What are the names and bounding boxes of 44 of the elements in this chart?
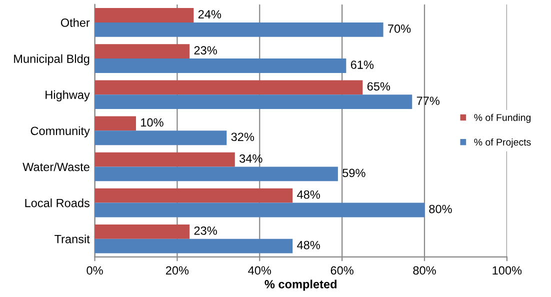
- y-tick-label: Local Roads: [25, 198, 90, 208]
- bar: [94, 22, 384, 37]
- bar: [94, 238, 293, 254]
- bar: [94, 188, 293, 203]
- data-label: 77%: [416, 96, 440, 105]
- y-tick-label: Highway: [46, 90, 90, 102]
- bar: [94, 152, 235, 167]
- data-label: 48%: [297, 190, 320, 199]
- bar: [94, 94, 412, 110]
- data-label: 23%: [194, 226, 217, 235]
- data-label: 80%: [429, 204, 452, 214]
- x-tick-label: 60%: [330, 266, 354, 275]
- bar: [94, 44, 190, 59]
- bar: [94, 224, 190, 239]
- y-tick-label: Other: [60, 18, 90, 27]
- bar: [94, 202, 424, 218]
- bar: [94, 166, 338, 182]
- legend-label: % of Funding: [474, 114, 531, 123]
- y-tick-label: Transit: [54, 234, 90, 244]
- x-tick-label: 100%: [492, 266, 522, 275]
- data-label: 61%: [350, 60, 374, 69]
- x-tick-label: 80%: [413, 266, 436, 275]
- data-label: 10%: [141, 118, 164, 127]
- bar: [94, 116, 136, 131]
- data-label: 23%: [194, 46, 217, 55]
- y-tick-label: Water/Waste: [22, 162, 90, 172]
- y-tick-label: Community: [30, 126, 90, 138]
- data-label: 70%: [388, 24, 411, 33]
- legend-label: % of Projects: [474, 138, 531, 148]
- data-label: 24%: [198, 10, 222, 18]
- bar: [94, 8, 194, 22]
- bar: [94, 80, 363, 95]
- data-label: 65%: [367, 82, 390, 91]
- x-tick-label: 0%: [86, 266, 103, 275]
- x-tick-label: 40%: [248, 266, 272, 275]
- data-label: 59%: [342, 168, 366, 178]
- bar: [94, 58, 346, 73]
- x-tick-label: 20%: [166, 266, 189, 275]
- bar: [94, 130, 227, 146]
- y-tick-label: Municipal Bldg: [14, 54, 90, 66]
- x-axis-title: % completed: [264, 280, 336, 291]
- data-label: 48%: [297, 240, 320, 250]
- data-label: 34%: [240, 154, 262, 163]
- data-label: 32%: [231, 132, 254, 142]
